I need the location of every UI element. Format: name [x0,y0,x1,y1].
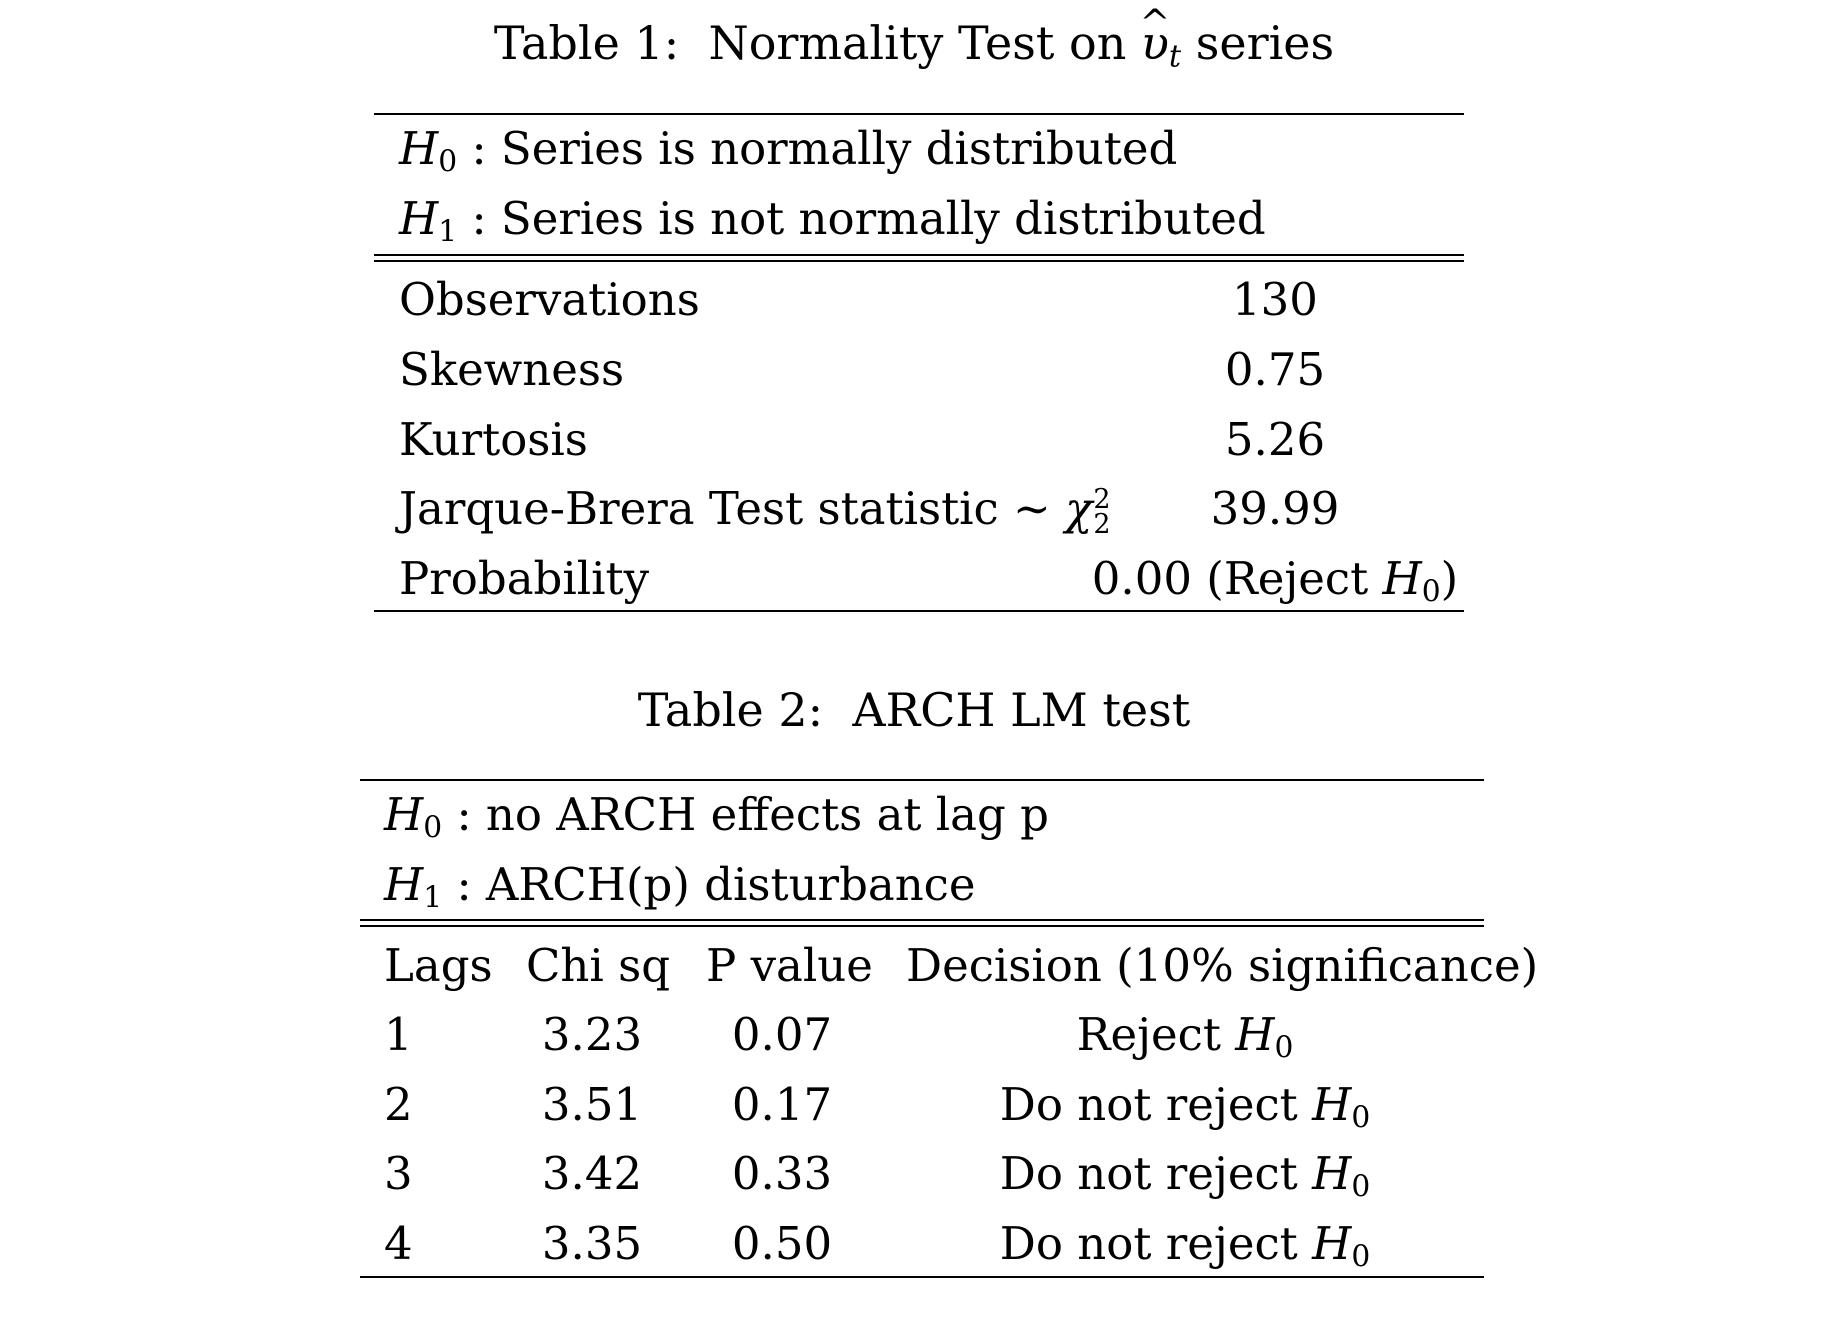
table2-header-chisq: Chi sq [526,939,671,992]
decision-h: H [1312,1217,1352,1270]
table2-caption-prefix: Table 2: [637,683,824,737]
table1-prob-close: ) [1440,552,1459,605]
table1-caption-var: υ [1141,20,1169,66]
table2-top-rule [360,779,1484,781]
table2-double-rule [360,919,1484,927]
table2-caption-title: ARCH LM test [852,683,1191,737]
table2-header-lags: Lags [384,939,493,992]
decision-h: H [1312,1078,1352,1131]
table1-row-prob-value: 0.00 (Reject H0) [1092,556,1458,607]
table2-cell-chi: 3.35 [541,1217,643,1270]
table2-cell-p: 0.07 [731,1008,833,1061]
table1-row-value: 5.26 [1224,413,1326,466]
table1-caption: Table 1: Normality Test on υt series [0,20,1828,73]
table1-h1: H1 : Series is not normally distributed [399,196,1266,247]
table1-row-label: Jarque-Brera Test statistic ∼ [399,482,1051,535]
table1-double-rule [374,254,1464,262]
table2-bottom-rule [360,1276,1484,1278]
decision-h: H [1312,1147,1352,1200]
decision-h-sub: 0 [1274,1030,1294,1066]
table2-cell-p: 0.33 [731,1147,833,1200]
table2-cell-chi: 3.23 [541,1008,643,1061]
table2-header-decision: Decision (10% significance) [906,939,1539,992]
chi-sub: 2 [1093,509,1111,541]
table2-h0-sub: 0 [423,810,443,846]
table2-cell-lag: 1 [384,1008,413,1061]
table1-row-label: Observations [399,273,700,326]
decision-text: Do not reject [999,1217,1298,1270]
table2-cell-decision: Do not reject H0 [1000,1082,1370,1133]
table2-cell-decision: Do not reject H0 [1000,1151,1370,1202]
table2-cell-decision: Do not reject H0 [1000,1221,1370,1272]
table1-row-value: 0.75 [1224,343,1326,396]
table1-top-rule [374,113,1464,115]
table1-h1-text: : Series is not normally distributed [471,192,1266,245]
table1-h0-sub: 0 [438,144,458,180]
table1-row-label: Skewness [399,343,625,396]
table2-cell-lag: 3 [384,1147,413,1200]
table1-row-value: 39.99 [1210,482,1340,535]
table2-cell-lag: 4 [384,1217,413,1270]
table1-caption-title-start: Normality Test on [708,16,1127,70]
chi-symbol: χ [1065,482,1093,535]
table2-h1-text: : ARCH(p) disturbance [456,858,976,911]
table1-prob-h: H [1382,552,1422,605]
table1-row-label: Kurtosis [399,413,588,466]
table2-h0-symbol: H [384,788,424,841]
table2-h1-sub: 1 [423,880,443,916]
table2-header-pvalue: P value [706,939,873,992]
table2-h1: H1 : ARCH(p) disturbance [384,862,976,913]
table2-cell-lag: 2 [384,1078,413,1131]
table2-h0-text: : no ARCH effects at lag p [456,788,1049,841]
table1-h1-symbol: H [399,192,439,245]
table2-cell-p: 0.50 [731,1217,833,1270]
table2-h1-symbol: H [384,858,424,911]
table1-prob-h-sub: 0 [1421,574,1441,610]
table2-cell-chi: 3.51 [541,1078,643,1131]
table2-cell-decision: Reject H0 [1077,1012,1294,1063]
table2-caption: Table 2: ARCH LM test [0,687,1828,733]
table1-row-label: Probability [399,552,650,605]
chi-sup: 2 [1093,483,1111,515]
table2-h0: H0 : no ARCH effects at lag p [384,792,1049,843]
decision-h: H [1235,1008,1275,1061]
decision-h-sub: 0 [1351,1169,1371,1205]
table1-h1-sub: 1 [438,214,458,250]
table1-h0: H0 : Series is normally distributed [399,126,1177,177]
table1-h0-symbol: H [399,122,439,175]
decision-text: Reject [1076,1008,1221,1061]
table1-h0-text: : Series is normally distributed [471,122,1178,175]
table1-bottom-rule [374,610,1464,612]
table1-caption-prefix: Table 1: [493,16,680,70]
table2-cell-chi: 3.42 [541,1147,643,1200]
table1-row-value: 130 [1232,273,1318,326]
table1-prob-text: 0.00 (Reject [1091,552,1369,605]
decision-h-sub: 0 [1351,1239,1371,1275]
table1-caption-var-sub: t [1168,39,1182,75]
decision-text: Do not reject [999,1078,1298,1131]
table2-cell-p: 0.17 [731,1078,833,1131]
decision-h-sub: 0 [1351,1100,1371,1136]
decision-text: Do not reject [999,1147,1298,1200]
table1-caption-title-end: series [1195,16,1335,70]
